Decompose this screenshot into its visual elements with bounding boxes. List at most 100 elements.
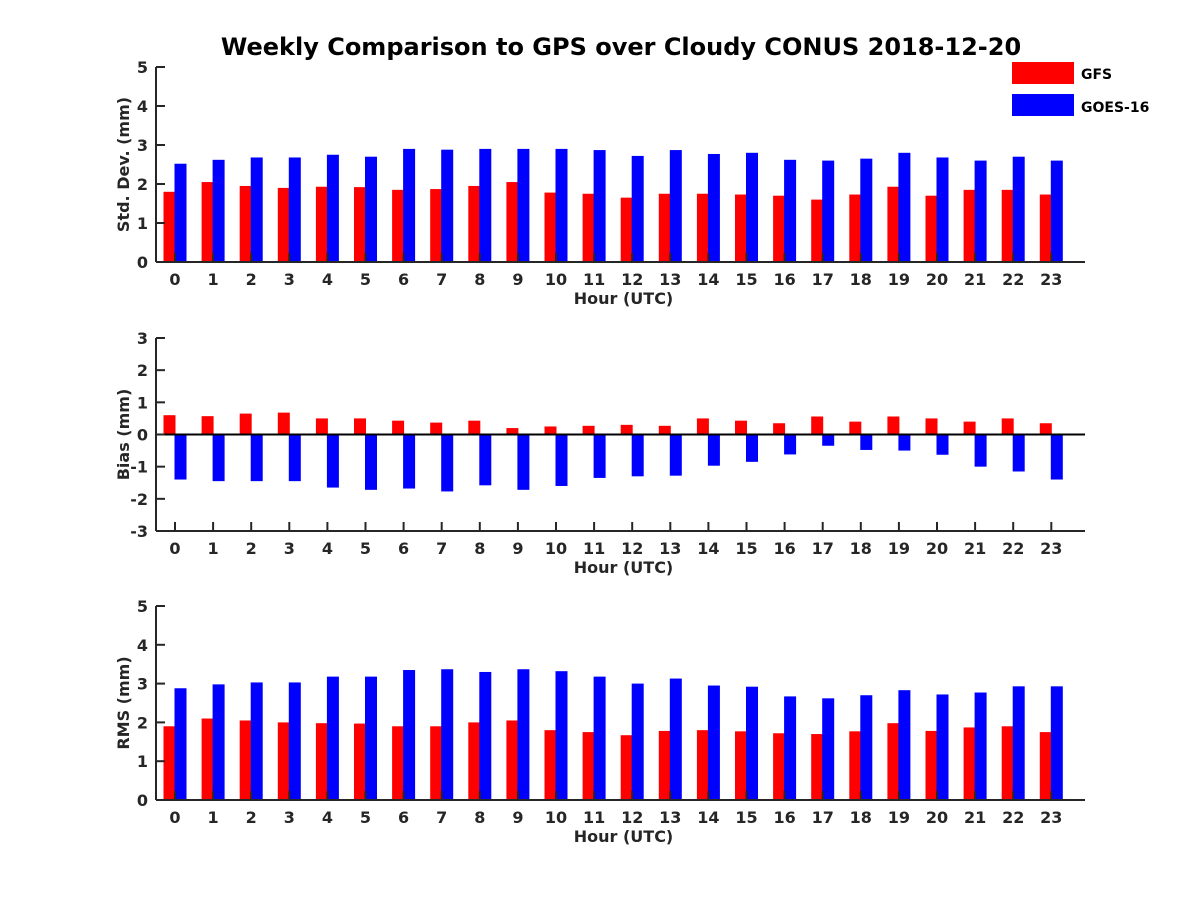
x-tick-label: 4 (322, 808, 333, 827)
bar-gfs-13 (658, 730, 671, 800)
x-tick-label: 15 (735, 270, 757, 289)
bar-goes16-10 (555, 671, 568, 800)
x-tick-label: 20 (926, 539, 948, 558)
x-tick-label: 14 (697, 539, 719, 558)
bar-goes16-9 (517, 148, 530, 262)
bar-goes16-6 (403, 148, 416, 262)
x-tick-label: 5 (360, 808, 371, 827)
bar-gfs-23 (1039, 194, 1052, 262)
bar-gfs-1 (201, 416, 214, 435)
bar-goes16-3 (288, 682, 301, 800)
bar-gfs-20 (925, 195, 938, 262)
bar-goes16-5 (365, 676, 377, 800)
bar-gfs-12 (620, 735, 633, 800)
bar-gfs-16 (773, 423, 786, 435)
legend-swatch-goes16 (1012, 94, 1074, 116)
bar-goes16-21 (974, 160, 987, 262)
bar-goes16-16 (784, 696, 797, 800)
bar-gfs-11 (582, 425, 595, 435)
x-tick-label: 21 (964, 808, 986, 827)
bar-gfs-5 (354, 723, 366, 800)
x-tick-label: 19 (888, 270, 910, 289)
bar-gfs-12 (620, 424, 633, 435)
bar-goes16-19 (898, 152, 911, 262)
bar-goes16-13 (669, 678, 682, 800)
y-axis-label: RMS (mm) (114, 656, 133, 749)
y-tick-label: 1 (137, 393, 148, 412)
bar-gfs-18 (849, 421, 862, 435)
y-tick-label: 2 (137, 175, 148, 194)
bar-gfs-10 (544, 426, 557, 435)
bar-gfs-6 (392, 726, 405, 800)
bar-gfs-9 (506, 428, 519, 435)
bar-goes16-22 (1012, 156, 1025, 262)
bar-gfs-10 (544, 192, 557, 262)
bar-goes16-8 (479, 148, 492, 262)
bar-goes16-15 (746, 686, 758, 800)
y-tick-label: 4 (137, 636, 148, 655)
bar-goes16-3 (288, 434, 301, 482)
y-tick-label: 1 (137, 214, 148, 233)
bar-goes16-13 (669, 150, 682, 262)
bar-gfs-22 (1001, 726, 1014, 800)
bar-goes16-12 (631, 155, 644, 262)
x-tick-label: 2 (246, 539, 257, 558)
bar-goes16-18 (860, 695, 873, 800)
bar-goes16-14 (707, 153, 720, 262)
bar-gfs-23 (1039, 423, 1052, 435)
y-tick-label: 0 (137, 791, 148, 810)
legend-label-goes16: GOES-16 (1081, 100, 1149, 116)
bar-goes16-21 (974, 692, 987, 800)
y-tick-label: -2 (130, 490, 148, 509)
bar-gfs-15 (735, 731, 747, 800)
bar-goes16-11 (593, 676, 606, 800)
x-tick-label: 11 (583, 539, 605, 558)
bar-gfs-12 (620, 197, 633, 262)
bar-goes16-8 (479, 671, 492, 800)
bar-gfs-7 (430, 422, 443, 435)
bar-goes16-22 (1012, 686, 1025, 800)
bar-goes16-13 (669, 434, 682, 476)
y-tick-label: 4 (137, 97, 148, 116)
bar-gfs-2 (239, 720, 252, 800)
bar-gfs-3 (277, 412, 290, 435)
bar-gfs-15 (735, 194, 747, 262)
y-tick-label: 0 (137, 253, 148, 272)
x-tick-label: 6 (398, 808, 409, 827)
x-tick-label: 6 (398, 539, 409, 558)
bar-gfs-0 (163, 726, 176, 800)
bar-goes16-15 (746, 434, 758, 462)
bar-goes16-11 (593, 434, 606, 478)
bar-gfs-23 (1039, 732, 1052, 800)
bar-goes16-5 (365, 156, 377, 262)
bar-gfs-19 (887, 186, 900, 262)
y-axis-label: Std. Dev. (mm) (114, 97, 133, 232)
y-tick-label: 5 (137, 597, 148, 616)
y-tick-label: 2 (137, 361, 148, 380)
x-tick-label: 22 (1002, 808, 1024, 827)
bar-gfs-19 (887, 723, 900, 800)
x-tick-label: 10 (545, 808, 567, 827)
bar-gfs-11 (582, 732, 595, 800)
bar-goes16-7 (441, 149, 454, 262)
x-tick-label: 7 (436, 808, 447, 827)
x-tick-label: 23 (1040, 270, 1062, 289)
x-tick-label: 20 (926, 808, 948, 827)
x-tick-label: 18 (850, 270, 872, 289)
x-tick-label: 10 (545, 539, 567, 558)
bar-gfs-7 (430, 726, 443, 800)
bar-goes16-23 (1050, 160, 1063, 262)
bar-goes16-0 (174, 434, 187, 480)
bar-gfs-8 (468, 420, 481, 435)
bar-gfs-14 (696, 418, 709, 435)
x-tick-label: 9 (512, 270, 523, 289)
x-tick-label: 14 (697, 270, 719, 289)
y-tick-label: 2 (137, 713, 148, 732)
x-tick-label: 19 (888, 808, 910, 827)
legend: GFS GOES-16 (1012, 62, 1149, 116)
x-tick-label: 21 (964, 270, 986, 289)
